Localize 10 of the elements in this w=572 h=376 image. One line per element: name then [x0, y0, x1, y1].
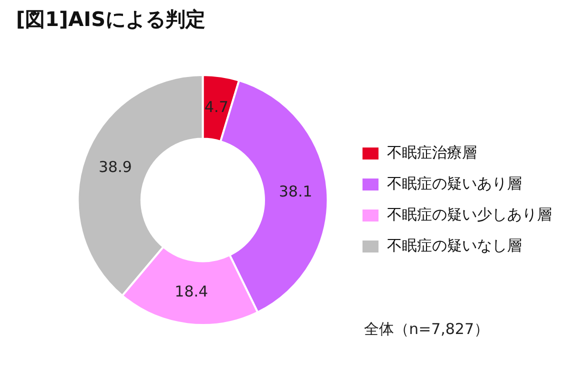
legend-label: 不眠症治療層	[387, 143, 477, 162]
legend-label: 不眠症の疑い少しあり層	[387, 205, 552, 224]
legend-label: 不眠症の疑いなし層	[387, 236, 522, 254]
data-label: 4.7	[204, 98, 228, 116]
data-label: 38.9	[98, 158, 132, 176]
chart-title: [図1]AISによる判定	[16, 6, 206, 33]
data-label: 38.1	[278, 182, 312, 200]
text: 全体（n=7,827）	[364, 320, 490, 339]
data-label: 18.4	[174, 282, 208, 300]
legend-label: 不眠症の疑いあり層	[387, 174, 522, 192]
